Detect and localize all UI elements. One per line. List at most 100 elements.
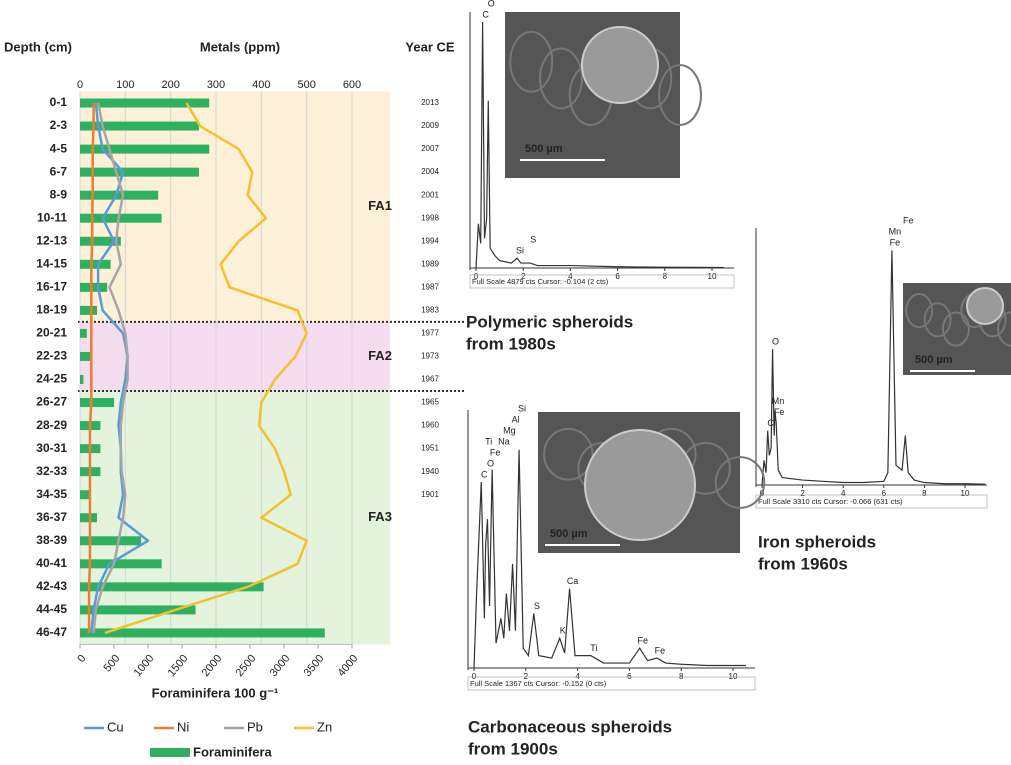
peak-label: Ca: [567, 576, 579, 586]
x-tick-label: 10: [729, 672, 738, 681]
footer: Full Scale 4879 cts Cursor: -0.104 (2 ct…: [472, 277, 609, 286]
line: [92, 102, 129, 634]
x-tick-label: 0: [474, 272, 479, 281]
peak-label: C: [482, 9, 489, 19]
bar: [80, 213, 162, 223]
bar: [80, 121, 199, 131]
peak-label: Si: [516, 246, 524, 256]
top-tick-label: 500: [297, 79, 315, 91]
peak-label: Fe: [890, 238, 901, 248]
year-label: 2009: [421, 121, 439, 130]
peak-label: O: [772, 337, 779, 347]
year-label: 1967: [421, 375, 439, 384]
bar: [80, 536, 142, 546]
year-label: 1998: [421, 213, 439, 222]
bar: [80, 259, 111, 269]
category-label: 44-45: [36, 602, 67, 616]
x-tick-label: 6: [627, 672, 632, 681]
category-label: 4-5: [50, 141, 68, 155]
legend-label: Ni: [177, 719, 189, 734]
bar: [80, 144, 210, 154]
top-tick-label: 300: [207, 79, 225, 91]
sem-particle: [584, 429, 696, 541]
caption: Iron spheroids: [758, 532, 876, 551]
zone: [80, 391, 390, 645]
bar: [80, 375, 84, 384]
category-label: 24-25: [36, 372, 67, 386]
legend-label: Cu: [107, 719, 124, 734]
category-label: 32-33: [36, 464, 67, 478]
bar: [80, 513, 97, 523]
caption: Polymeric spheroids: [466, 312, 633, 331]
sem-texture: [714, 456, 766, 509]
line: [104, 102, 308, 635]
year-label: 1940: [421, 467, 439, 476]
category-label: 16-17: [36, 280, 67, 294]
x-tick-label: 2500: [234, 653, 259, 679]
peak-label: O: [488, 0, 495, 8]
sem-texture: [923, 302, 952, 338]
peak-label: Ti: [485, 436, 492, 446]
sem-texture: [509, 30, 554, 93]
bar: [80, 190, 159, 200]
year-label: 1987: [421, 282, 439, 291]
category-label: 20-21: [36, 326, 67, 340]
year-label: 2004: [421, 167, 439, 176]
top-tick-label: 100: [116, 79, 134, 91]
sem-texture: [941, 311, 970, 347]
category-label: 30-31: [36, 441, 67, 455]
year-label: 1965: [421, 398, 439, 407]
year-label: 1973: [421, 352, 439, 361]
peak-label: K: [560, 626, 566, 636]
peak-label: Fe: [774, 407, 785, 417]
x-tick-label: 500: [102, 653, 123, 675]
peak-label: Al: [512, 414, 520, 424]
x-tick-label: 2: [521, 272, 526, 281]
year-label: 1994: [421, 236, 439, 245]
bar: [80, 490, 91, 500]
bar: [80, 582, 264, 592]
year-label: 2013: [421, 98, 439, 107]
bar: [80, 98, 210, 108]
peak-label: O: [487, 458, 494, 468]
zone-label: FA2: [368, 348, 392, 363]
legend-swatch: [150, 748, 190, 757]
legend-label: Foraminifera: [193, 744, 273, 759]
sem-texture: [905, 293, 934, 329]
category-label: 22-23: [36, 349, 67, 363]
year-label: 1983: [421, 305, 439, 314]
year-label: 1977: [421, 329, 439, 338]
x-tick-label: 6: [882, 489, 887, 498]
bar: [80, 351, 91, 361]
x-tick-label: 3500: [302, 653, 327, 679]
x-tick-label: 3000: [268, 653, 293, 679]
footer-box: [469, 274, 735, 289]
zone-label: FA3: [368, 509, 392, 524]
peak-label: Si: [518, 403, 526, 413]
peak-label: S: [534, 601, 540, 611]
scale-label: 500 µm: [550, 528, 588, 540]
sem-particle: [966, 287, 1004, 325]
peak-label: Ti: [590, 643, 597, 653]
x-tick-label: 4: [841, 489, 846, 498]
top-tick-label: 200: [161, 79, 179, 91]
peak-label: Mg: [503, 425, 516, 435]
sem-texture: [658, 64, 702, 126]
category-label: 6-7: [50, 164, 68, 178]
x-tick-label: 8: [922, 489, 927, 498]
bar: [80, 398, 114, 408]
spectrum: [475, 21, 724, 269]
legend-label: Zn: [317, 719, 332, 734]
zone: [80, 321, 390, 392]
peak-label: Fe: [655, 645, 666, 655]
category-label: 0-1: [50, 95, 68, 109]
x-tick-label: 10: [961, 489, 970, 498]
peak-label: C: [481, 469, 488, 479]
bar: [80, 236, 121, 246]
category-label: 40-41: [36, 556, 67, 570]
x-tick-label: 2000: [200, 653, 225, 679]
bar: [80, 605, 196, 615]
x-tick-label: 4: [568, 272, 573, 281]
sem-particle: [581, 26, 659, 104]
